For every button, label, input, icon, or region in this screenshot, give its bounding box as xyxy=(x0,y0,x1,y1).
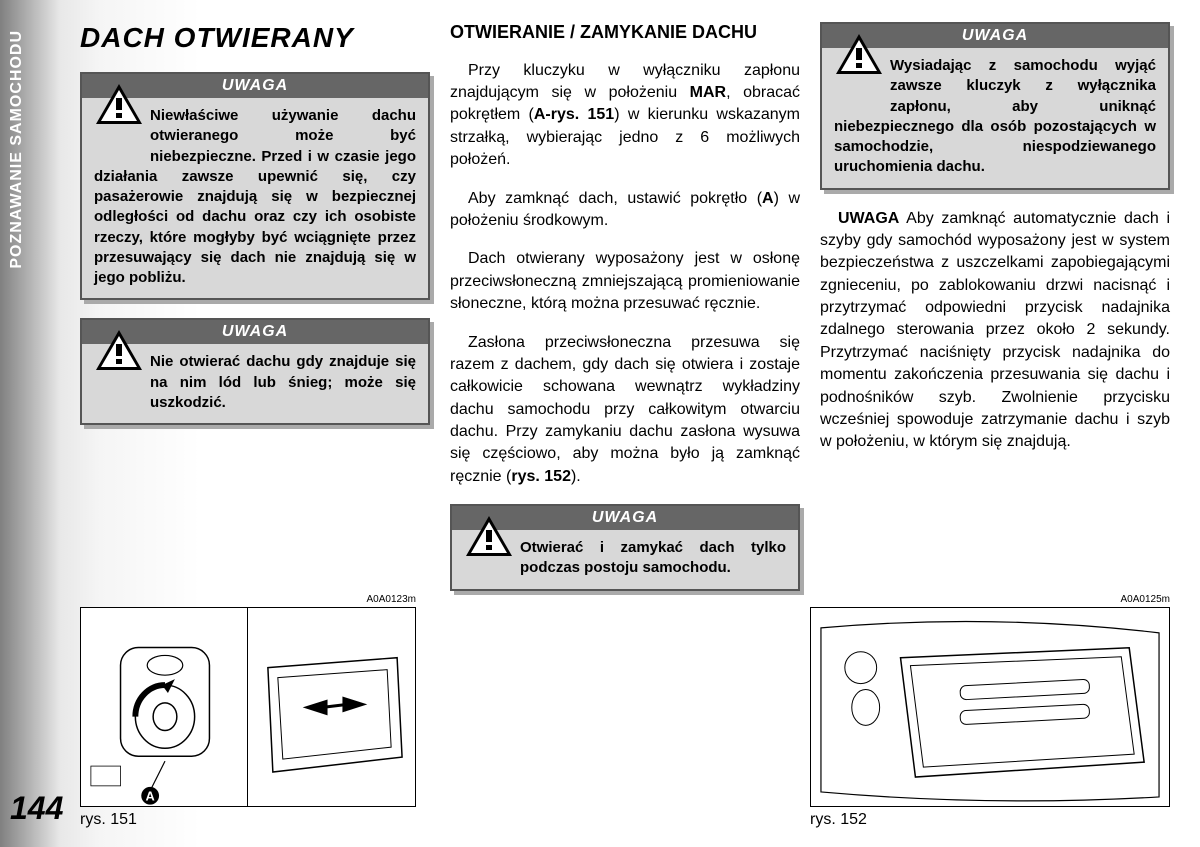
warning-box-2: UWAGA Nie otwierać dachu gdy znajduje si… xyxy=(80,318,430,425)
warning-text: Niewłaściwe używanie dachu otwieranego m… xyxy=(94,107,416,286)
warning-body: Niewłaściwe używanie dachu otwieranego m… xyxy=(82,98,428,298)
warning-box-4: UWAGA Wysiadając z samochodu wyjąć zawsz… xyxy=(820,22,1170,190)
figure-caption: rys. 152 xyxy=(810,811,1170,829)
dial-illustration-icon: A xyxy=(81,608,247,806)
figure-152: A0A0125m rys. 152 xyxy=(810,594,1170,829)
paragraph-5: UWAGA Aby zamknąć automatycznie dach i s… xyxy=(820,208,1170,454)
main-title: DACH OTWIERANY xyxy=(80,22,430,54)
column-1: DACH OTWIERANY UWAGA Niewłaściwe używani… xyxy=(80,22,430,609)
paragraph-1: Przy kluczyku w wyłączniku zapłonu znajd… xyxy=(450,60,800,172)
content-area: DACH OTWIERANY UWAGA Niewłaściwe używani… xyxy=(80,22,1170,609)
warning-body: Otwierać i zamykać dach tylko podczas po… xyxy=(452,530,798,589)
paragraph-4: Zasłona przeciwsłoneczna przesuwa się ra… xyxy=(450,332,800,489)
warning-body: Nie otwierać dachu gdy znajduje się na n… xyxy=(82,344,428,423)
warning-body: Wysiadając z samochodu wyjąć zawsze kluc… xyxy=(822,48,1168,188)
warning-triangle-icon xyxy=(94,328,144,372)
warning-triangle-icon xyxy=(94,82,144,126)
warning-box-3: UWAGA Otwierać i zamykać dach tylko podc… xyxy=(450,504,800,591)
figure-panel-right xyxy=(248,607,416,807)
side-tab: POZNAWANIE SAMOCHODU xyxy=(8,30,26,269)
column-2: OTWIERANIE / ZAMYKANIE DACHU Przy kluczy… xyxy=(450,22,800,609)
figure-151: A0A0123m A xyxy=(80,594,416,829)
section-subtitle: OTWIERANIE / ZAMYKANIE DACHU xyxy=(450,22,800,44)
figure-panel-left: A xyxy=(80,607,248,807)
column-3: UWAGA Wysiadając z samochodu wyjąć zawsz… xyxy=(820,22,1170,609)
warning-text: Otwierać i zamykać dach tylko podczas po… xyxy=(520,539,786,576)
figure-code: A0A0125m xyxy=(810,594,1170,605)
figure-caption: rys. 151 xyxy=(80,811,416,829)
warning-box-1: UWAGA Niewłaściwe używanie dachu otwiera… xyxy=(80,72,430,300)
paragraph-3: Dach otwierany wyposażony jest w osłonę … xyxy=(450,248,800,315)
sunroof-arrows-icon xyxy=(248,608,415,807)
figure-code: A0A0123m xyxy=(80,594,416,605)
warning-triangle-icon xyxy=(464,514,514,558)
svg-text:A: A xyxy=(146,789,155,804)
warning-text: Nie otwierać dachu gdy znajduje się na n… xyxy=(150,353,416,411)
figure-152-panel xyxy=(810,607,1170,807)
sunroof-interior-icon xyxy=(811,608,1169,807)
paragraph-2: Aby zamknąć dach, ustawić pokrętło (A) w… xyxy=(450,188,800,233)
warning-triangle-icon xyxy=(834,32,884,76)
page-number: 144 xyxy=(10,790,63,827)
